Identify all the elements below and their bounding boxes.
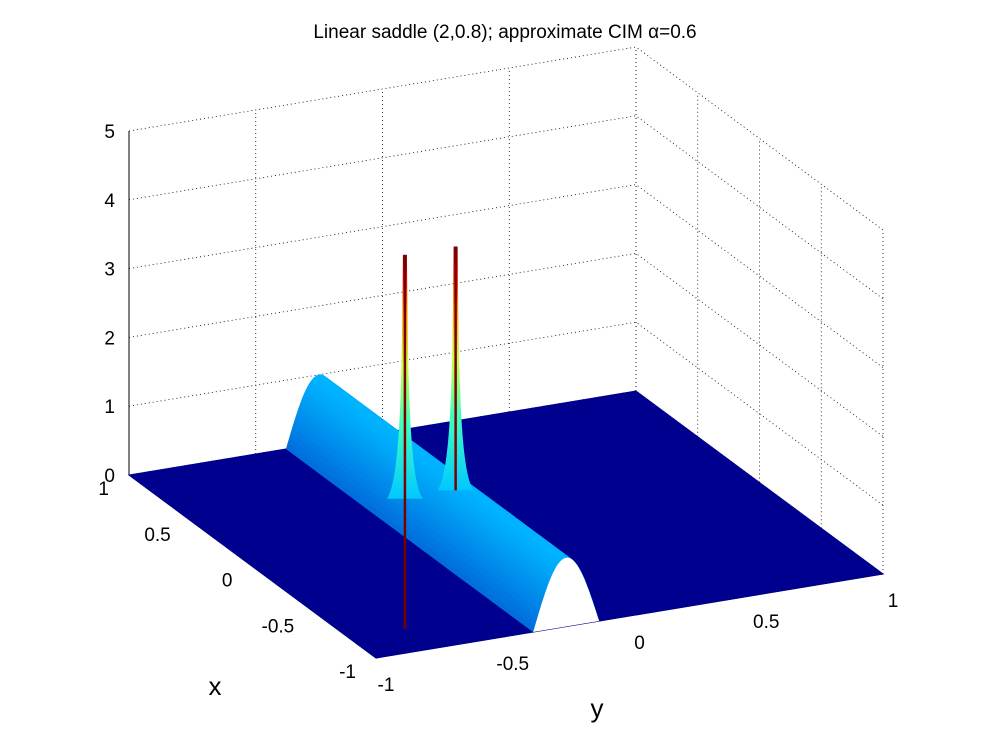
z-tick-label: 3 [104,260,115,281]
chart-title: Linear saddle (2,0.8); approximate CIM α… [313,22,696,43]
z-grid-line [128,46,884,231]
z-grid-line [128,115,884,300]
y-tick-label: -0.5 [496,654,529,675]
z-grid-line [128,184,884,368]
x-tick-label: -1 [339,662,356,683]
y-tick-label: 0.5 [753,612,779,633]
y-axis-label: y [591,693,604,723]
z-tick-label: 1 [104,397,115,418]
z-tick-label: 2 [104,328,115,349]
peak-spike [437,246,474,491]
z-tick-label: 4 [104,191,115,212]
x-tick-label: -0.5 [262,616,295,637]
peak-spike [386,254,423,629]
z-grid-line [128,252,884,437]
ridge-front-section [533,557,600,632]
z-tick-label: 5 [104,122,115,143]
x-tick-label: 0.5 [144,525,170,546]
y-tick-label: -1 [378,675,395,696]
surface-mesh [127,246,885,659]
x-tick-label: 1 [98,479,109,500]
x-tick-label: 0 [222,571,233,592]
z-tick-label: 0 [104,466,115,487]
x-axis-label: x [209,671,222,701]
y-tick-label: 1 [888,591,899,612]
y-tick-label: 0 [634,633,645,654]
